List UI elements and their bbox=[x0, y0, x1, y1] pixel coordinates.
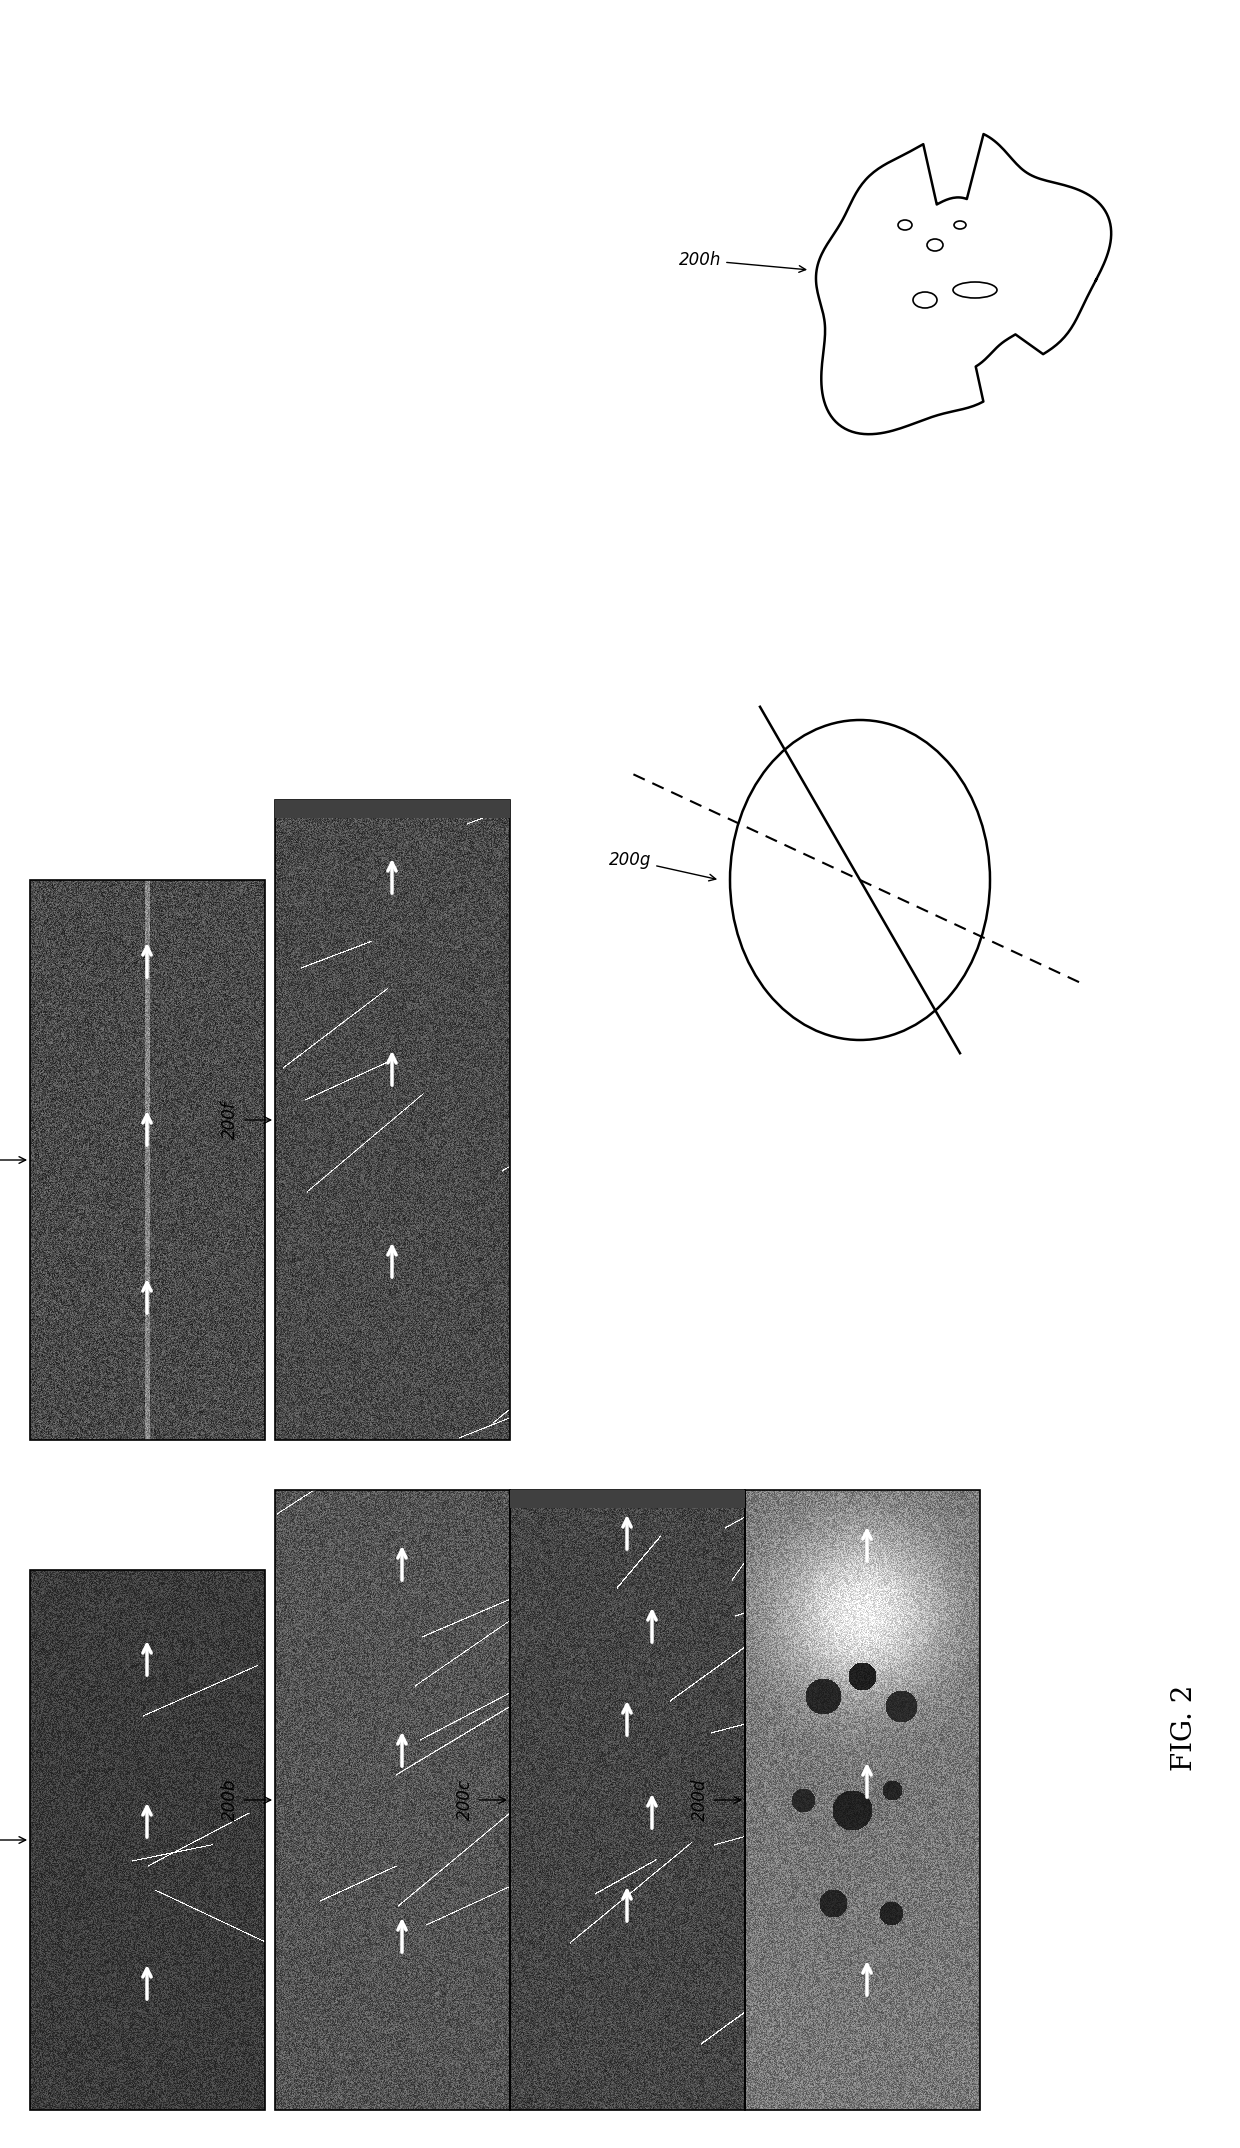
Text: 200d: 200d bbox=[691, 1779, 740, 1822]
Bar bbox=[275, 799, 510, 1439]
Text: FIG. 2: FIG. 2 bbox=[1172, 1684, 1199, 1772]
Text: 200f: 200f bbox=[221, 1102, 270, 1138]
Bar bbox=[510, 1491, 745, 2109]
Text: 200c: 200c bbox=[456, 1779, 506, 1822]
Text: 200a: 200a bbox=[0, 1819, 26, 1860]
Text: 200h: 200h bbox=[678, 251, 806, 273]
Bar bbox=[745, 1491, 980, 2109]
Bar bbox=[275, 799, 510, 818]
Bar bbox=[30, 881, 265, 1439]
Text: 200g: 200g bbox=[609, 851, 715, 881]
Bar bbox=[30, 1570, 265, 2109]
Bar bbox=[275, 1491, 510, 2109]
Text: 200b: 200b bbox=[221, 1779, 270, 1822]
Bar bbox=[510, 1491, 745, 1508]
Text: 200e: 200e bbox=[0, 1138, 26, 1181]
